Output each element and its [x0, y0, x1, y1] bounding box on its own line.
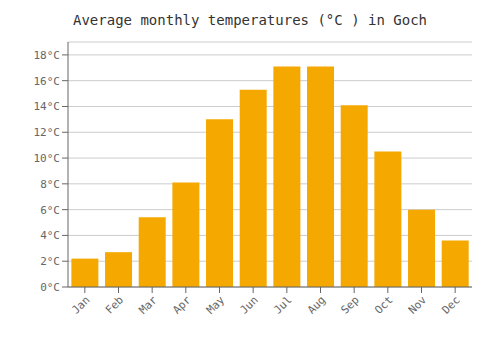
svg-text:12°C: 12°C	[34, 126, 61, 139]
svg-text:10°C: 10°C	[34, 152, 61, 165]
svg-text:8°C: 8°C	[40, 178, 60, 191]
html-text:Average monthly temperatures (: Average monthly temperatures (°C ) in Go…	[73, 12, 427, 28]
svg-text:Dec: Dec	[440, 293, 463, 316]
svg-text:Aug: Aug	[305, 293, 328, 316]
svg-text:16°C: 16°C	[34, 75, 61, 88]
svg-text:6°C: 6°C	[40, 204, 60, 217]
svg-text:Jul: Jul	[271, 293, 294, 316]
svg-text:Jan: Jan	[69, 293, 92, 316]
svg-text:Sep: Sep	[339, 293, 362, 316]
svg-text:Oct: Oct	[372, 293, 395, 316]
svg-text:Apr: Apr	[170, 293, 194, 317]
svg-text:Mar: Mar	[137, 293, 161, 317]
svg-text:4°C: 4°C	[40, 229, 60, 242]
svg-text:0°C: 0°C	[40, 281, 60, 294]
svg-text:May: May	[204, 293, 228, 317]
svg-text:Nov: Nov	[406, 293, 430, 317]
svg-text:2°C: 2°C	[40, 255, 60, 268]
svg-text:Jun: Jun	[238, 293, 261, 316]
svg-text:18°C: 18°C	[34, 49, 61, 62]
svg-text:Feb: Feb	[103, 293, 126, 316]
svg-text:14°C: 14°C	[34, 100, 61, 113]
